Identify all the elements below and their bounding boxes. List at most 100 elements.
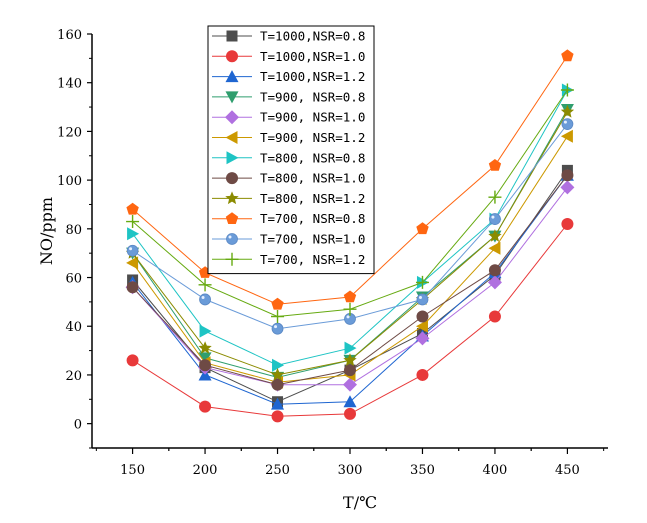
x-tick-label: 200 [193,463,218,478]
series-group [125,49,575,423]
legend-marker [226,172,238,185]
legend-marker [225,91,239,104]
series-11 [126,118,574,335]
y-tick-label: 0 [74,418,82,433]
data-point [415,275,429,289]
axes: 0 20 40 60 80 100 120 140 160 150 200 250 300 350 400 4… [57,28,608,478]
data-point [271,378,284,391]
data-point-highlight [491,215,495,219]
data-point [126,354,139,367]
data-point [344,364,356,377]
data-point [343,290,357,303]
legend-label: T=900, NSR=1.2 [260,130,365,145]
data-point [415,331,430,346]
legend-marker [225,252,239,266]
legend-label: T=900, NSR=1.0 [260,110,365,125]
data-point [126,244,139,257]
legend-item: T=1000,NSR=1.0 [212,49,365,64]
data-point [198,341,212,354]
data-point [199,293,211,306]
data-point [415,319,428,333]
legend-marker [226,233,238,245]
series-10 [126,49,574,310]
data-point [561,169,574,182]
data-point [560,129,573,143]
legend-label: T=1000,NSR=1.2 [260,69,365,84]
y-tick-label: 80 [65,223,82,238]
data-point [127,227,140,241]
data-point-highlight [418,295,422,299]
legend-item: T=800, NSR=0.8 [212,150,365,165]
data-point [416,310,429,323]
data-point [199,400,212,413]
legend-marker [226,30,238,42]
data-point [271,297,284,310]
legend-marker [225,110,239,125]
data-point [126,215,140,229]
data-point [560,83,574,97]
legend-item: T=800, NSR=1.0 [212,171,365,186]
data-point [561,49,574,62]
legend-marker [225,191,239,205]
series-8 [126,169,574,391]
data-point-highlight [129,247,133,251]
data-point [561,118,574,131]
data-point [343,302,357,316]
data-point [343,377,357,392]
y-axis-title: NO/ppm [37,197,56,265]
legend-label: T=800, NSR=1.0 [260,171,365,186]
data-point [343,395,357,408]
data-point [561,217,574,230]
y-tick-label: 160 [57,28,82,43]
y-tick-label: 20 [65,369,82,384]
legend-label: T=800, NSR=0.8 [260,150,365,165]
legend-item: T=800, NSR=1.2 [212,191,365,206]
x-tick-label: 150 [120,463,145,478]
data-point [199,324,212,338]
data-point [416,368,429,381]
data-point [488,264,501,277]
legend-item: T=700, NSR=0.8 [212,211,365,226]
legend-item: T=1000,NSR=0.8 [212,29,365,44]
data-point [126,202,139,215]
y-tick-label: 60 [65,272,82,287]
legend-item: T=900, NSR=0.8 [212,89,365,104]
legend-marker [225,131,238,144]
data-point [488,241,501,255]
legend-item: T=900, NSR=1.0 [212,110,365,125]
legend-marker [225,70,239,83]
legend: T=1000,NSR=0.8 T=1000,NSR=1.0 T=1000,NSR=1… [207,25,375,275]
data-point-highlight [274,325,278,329]
legend-item: T=1000,NSR=1.2 [212,69,365,84]
x-tick-label: 450 [555,463,580,478]
y-tick-label: 100 [57,174,82,189]
x-axis-title: T/℃ [343,493,377,512]
y-tick-label: 140 [57,77,82,92]
data-point [487,275,502,290]
data-point [488,190,502,204]
x-tick-label: 300 [338,463,363,478]
data-point [343,353,357,366]
data-point [198,352,212,365]
legend-marker [225,212,239,224]
data-point [488,229,502,242]
legend-label: T=1000,NSR=0.8 [260,29,365,44]
legend-marker-highlight [228,235,232,239]
data-point [488,310,501,323]
legend-label: T=700, NSR=0.8 [260,211,365,226]
data-point [126,281,139,294]
data-point [560,180,575,195]
legend-item: T=900, NSR=1.2 [212,130,365,145]
legend-marker [226,151,239,165]
legend-item: T=700, NSR=1.2 [212,252,365,267]
data-point [271,322,284,335]
data-point [198,278,212,292]
data-point [271,410,284,423]
series-12 [126,83,574,323]
data-point-highlight [346,315,350,319]
y-tick-label: 120 [57,125,82,140]
data-point [270,367,285,381]
data-point [344,407,356,420]
y-tick-label: 40 [65,320,82,335]
